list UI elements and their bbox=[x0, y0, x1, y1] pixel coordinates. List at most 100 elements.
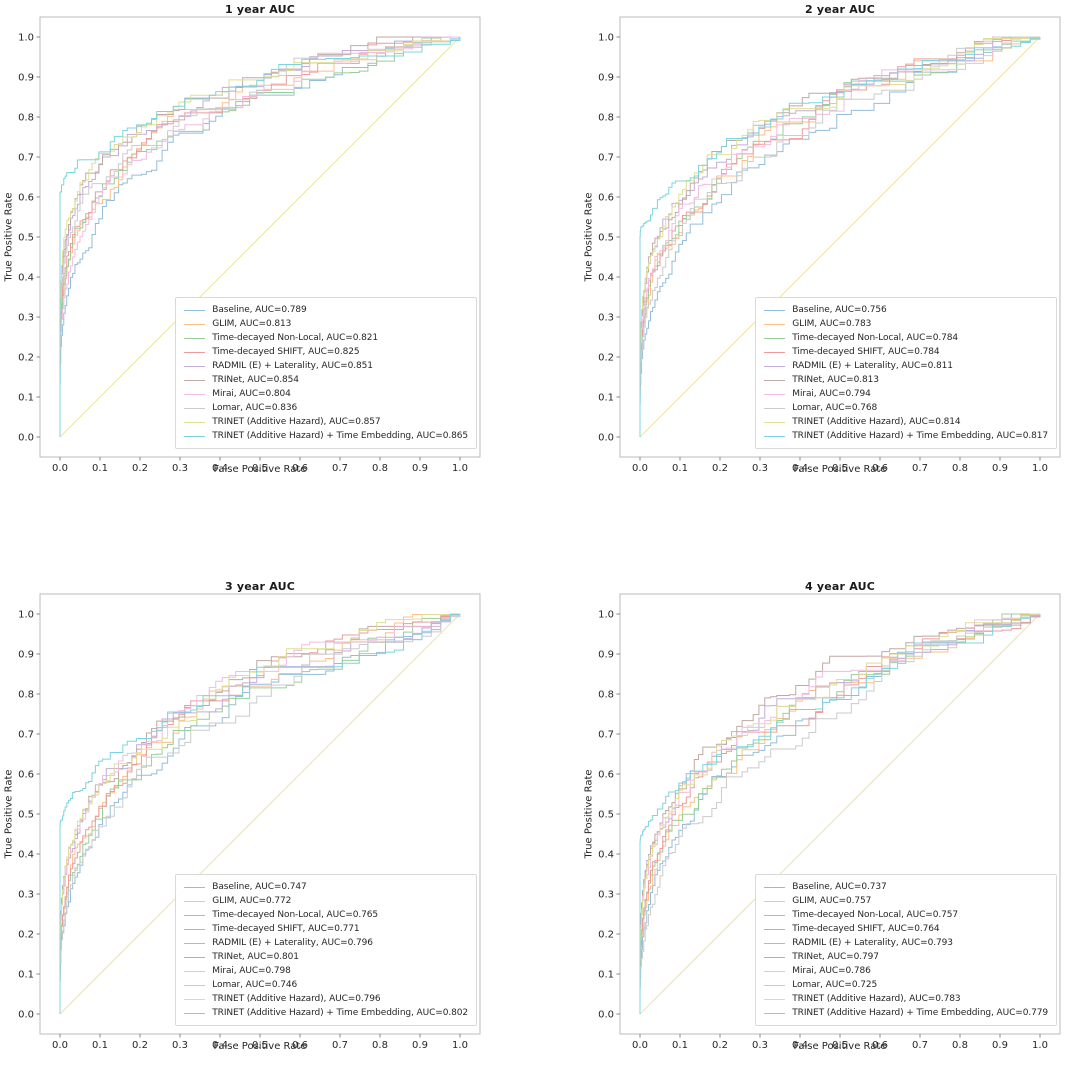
legend-line-swatch bbox=[764, 970, 786, 972]
roc-curve-trinet-additive-hazard-time-embedding bbox=[59, 613, 461, 1014]
y-tick-label: 0.1 bbox=[598, 970, 614, 981]
legend-label: TRINet, AUC=0.854 bbox=[212, 375, 299, 385]
legend-item: TRINet, AUC=0.813 bbox=[764, 373, 1048, 387]
legend-line-swatch bbox=[184, 914, 206, 916]
legend-item: GLIM, AUC=0.772 bbox=[184, 894, 468, 908]
y-tick-label: 0.1 bbox=[598, 393, 614, 404]
plot-title: 2 year AUC bbox=[805, 3, 875, 16]
roc-curve-mirai bbox=[639, 36, 1041, 437]
y-tick-label: 0.4 bbox=[598, 850, 614, 861]
roc-chart-canvas: 0.0 0.1 0.2 0.3 0.4 0.5 0.6 0.7 0.8 0.9 1.0 0.0 0.1 0… bbox=[598, 593, 1061, 1051]
legend-line-swatch bbox=[184, 942, 206, 944]
roc-curve-baseline bbox=[59, 613, 461, 1014]
y-tick-label: 0.2 bbox=[598, 353, 614, 364]
y-tick-label: 0.6 bbox=[18, 770, 34, 781]
legend-item: Baseline, AUC=0.789 bbox=[184, 303, 468, 317]
y-tick-label: 0.3 bbox=[18, 890, 34, 901]
legend-line-swatch bbox=[184, 323, 206, 325]
legend-item: Lomar, AUC=0.725 bbox=[764, 978, 1048, 992]
legend-label: RADMIL (E) + Laterality, AUC=0.796 bbox=[212, 938, 373, 948]
legend-line-swatch bbox=[184, 407, 206, 409]
legend-item: Baseline, AUC=0.756 bbox=[764, 303, 1048, 317]
y-tick-label: 0.0 bbox=[18, 433, 34, 444]
y-tick-label: 0.5 bbox=[598, 233, 614, 244]
legend-label: Lomar, AUC=0.836 bbox=[212, 403, 298, 413]
y-tick-label: 0.2 bbox=[18, 353, 34, 364]
x-tick-label: 0.2 bbox=[132, 1040, 148, 1051]
roc-curve-trinet-additive-hazard-time-embedding bbox=[59, 37, 461, 437]
legend-label: Time-decayed SHIFT, AUC=0.825 bbox=[212, 347, 360, 357]
legend-line-swatch bbox=[184, 1012, 206, 1014]
y-tick-label: 0.5 bbox=[598, 810, 614, 821]
roc-curve-trinet bbox=[639, 613, 1041, 1014]
x-tick-label: 0.4 bbox=[792, 1040, 808, 1051]
legend-label: TRINET (Additive Hazard) + Time Embeddin… bbox=[792, 1008, 1048, 1018]
y-tick-label: 0.8 bbox=[18, 113, 34, 124]
x-tick-label: 1.0 bbox=[452, 463, 468, 474]
y-tick-label: 0.1 bbox=[18, 393, 34, 404]
legend-line-swatch bbox=[184, 956, 206, 958]
x-tick-label: 0.7 bbox=[912, 463, 928, 474]
legend-label: Mirai, AUC=0.794 bbox=[792, 389, 871, 399]
x-tick-label: 0.9 bbox=[992, 463, 1008, 474]
y-tick-label: 0.8 bbox=[598, 113, 614, 124]
legend-line-swatch bbox=[764, 886, 786, 888]
y-tick-label: 0.7 bbox=[18, 153, 34, 164]
legend-line-swatch bbox=[764, 928, 786, 930]
y-tick-label: 1.0 bbox=[598, 610, 614, 621]
x-tick-label: 0.4 bbox=[792, 463, 808, 474]
y-tick-label: 0.7 bbox=[598, 153, 614, 164]
legend-label: TRINet, AUC=0.813 bbox=[792, 375, 879, 385]
x-tick-label: 0.2 bbox=[132, 463, 148, 474]
legend-label: RADMIL (E) + Laterality, AUC=0.851 bbox=[212, 361, 373, 371]
legend-label: Baseline, AUC=0.737 bbox=[792, 882, 887, 892]
legend-item: TRINET (Additive Hazard) + Time Embeddin… bbox=[184, 429, 468, 443]
y-tick-label: 0.9 bbox=[18, 650, 34, 661]
legend-line-swatch bbox=[764, 1012, 786, 1014]
legend-item: Time-decayed Non-Local, AUC=0.757 bbox=[764, 908, 1048, 922]
legend-item: Lomar, AUC=0.746 bbox=[184, 978, 468, 992]
x-tick-label: 0.3 bbox=[172, 463, 188, 474]
y-tick-label: 0.7 bbox=[598, 730, 614, 741]
legend-label: Mirai, AUC=0.798 bbox=[212, 966, 291, 976]
subplot-3-year-auc: 3 year AUC 0.0 0.1 0.2 0.3 0.4 0.5 0.6 0.7 0.8 0.… bbox=[0, 577, 500, 1082]
legend-label: RADMIL (E) + Laterality, AUC=0.793 bbox=[792, 938, 953, 948]
roc-chart-canvas: 0.0 0.1 0.2 0.3 0.4 0.5 0.6 0.7 0.8 0.9 1.0 0.0 0.1 0… bbox=[18, 16, 481, 474]
x-tick-label: 0.8 bbox=[372, 1040, 388, 1051]
roc-curve-glim bbox=[59, 36, 460, 437]
legend-item: Time-decayed SHIFT, AUC=0.764 bbox=[764, 922, 1048, 936]
legend-label: Baseline, AUC=0.789 bbox=[212, 305, 307, 315]
x-tick-label: 0.5 bbox=[832, 1040, 848, 1051]
legend-label: TRINET (Additive Hazard) + Time Embeddin… bbox=[212, 431, 468, 441]
legend-item: Baseline, AUC=0.737 bbox=[764, 880, 1048, 894]
x-tick-label: 0.2 bbox=[712, 463, 728, 474]
x-axis-label: False Positive Rate bbox=[213, 464, 307, 475]
roc-curve-lomar bbox=[59, 614, 461, 1014]
y-tick-label: 0.6 bbox=[18, 193, 34, 204]
legend-line-swatch bbox=[764, 998, 786, 1000]
legend: Baseline, AUC=0.756 GLIM, AUC=0.783 Time-d… bbox=[755, 297, 1057, 449]
roc-curve-trinet-additive-hazard bbox=[59, 613, 460, 1014]
legend-label: Time-decayed Non-Local, AUC=0.757 bbox=[792, 910, 958, 920]
legend: Baseline, AUC=0.737 GLIM, AUC=0.757 Time-d… bbox=[755, 874, 1057, 1026]
x-tick-label: 0.9 bbox=[412, 1040, 428, 1051]
legend-item: TRINET (Additive Hazard) + Time Embeddin… bbox=[764, 429, 1048, 443]
y-tick-label: 0.9 bbox=[598, 73, 614, 84]
legend: Baseline, AUC=0.747 GLIM, AUC=0.772 Time-d… bbox=[175, 874, 477, 1026]
x-tick-label: 1.0 bbox=[452, 1040, 468, 1051]
legend-label: Baseline, AUC=0.747 bbox=[212, 882, 307, 892]
x-tick-label: 0.6 bbox=[292, 463, 308, 474]
legend-line-swatch bbox=[764, 309, 786, 311]
legend-item: TRINET (Additive Hazard), AUC=0.814 bbox=[764, 415, 1048, 429]
legend-item: RADMIL (E) + Laterality, AUC=0.793 bbox=[764, 936, 1048, 950]
legend-item: RADMIL (E) + Laterality, AUC=0.851 bbox=[184, 359, 468, 373]
legend-item: TRINET (Additive Hazard), AUC=0.796 bbox=[184, 992, 468, 1006]
x-tick-label: 0.8 bbox=[372, 463, 388, 474]
legend-item: TRINet, AUC=0.801 bbox=[184, 950, 468, 964]
legend-line-swatch bbox=[184, 379, 206, 381]
x-tick-label: 0.1 bbox=[92, 1040, 108, 1051]
y-tick-label: 0.0 bbox=[18, 1010, 34, 1021]
roc-curve-trinet-additive-hazard bbox=[59, 37, 461, 437]
x-axis-label: False Positive Rate bbox=[793, 464, 887, 475]
